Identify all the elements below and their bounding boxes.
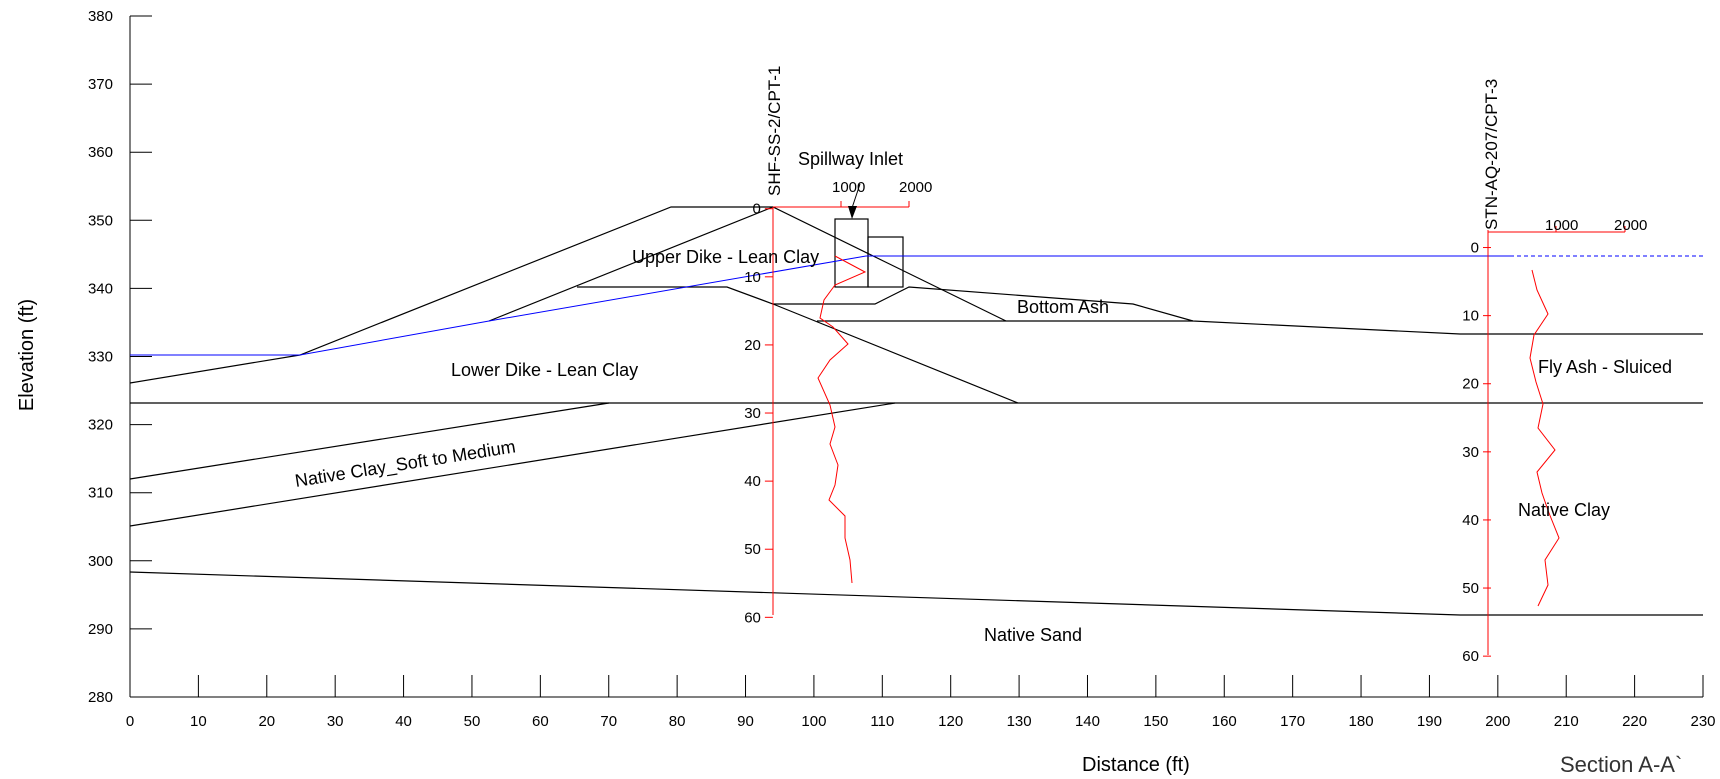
x-tick-label: 60 bbox=[532, 713, 549, 730]
y-tick-label: 330 bbox=[88, 349, 113, 366]
cpt1-depth-label: 10 bbox=[744, 269, 761, 286]
x-tick-labels: 0 10 20 30 40 50 60 70 80 90 100 110 120 130 140 150 160… bbox=[126, 713, 1716, 730]
cpt3-depth-label: 50 bbox=[1462, 580, 1479, 597]
cpt1-resistance-trace bbox=[817, 255, 867, 584]
water-table bbox=[130, 255, 1703, 356]
y-tick-label: 280 bbox=[88, 689, 113, 706]
x-tick-label: 120 bbox=[938, 713, 963, 730]
y-tick-label: 290 bbox=[88, 621, 113, 638]
x-tick-label: 210 bbox=[1554, 713, 1579, 730]
y-tick-label: 350 bbox=[88, 212, 113, 229]
cpt1-top-label-1000: 1000 bbox=[832, 179, 865, 196]
label-spillway-inlet: Spillway Inlet bbox=[798, 149, 903, 169]
x-tick-label: 90 bbox=[737, 713, 754, 730]
spillway-arrow-line bbox=[851, 183, 861, 209]
x-tick-label: 30 bbox=[327, 713, 344, 730]
cpt1-log bbox=[764, 201, 910, 618]
cpt3-depth-label: 40 bbox=[1462, 512, 1479, 529]
soft-clay-base bbox=[129, 402, 896, 527]
x-tick-label: 160 bbox=[1212, 713, 1237, 730]
cpt3-depth-label: 60 bbox=[1462, 648, 1479, 665]
label-fly-ash: Fly Ash - Sluiced bbox=[1538, 357, 1672, 377]
y-tick-label: 310 bbox=[88, 485, 113, 502]
cpt1-depth-labels: 0 10 20 30 40 50 60 bbox=[744, 201, 761, 627]
x-tick-label: 180 bbox=[1349, 713, 1374, 730]
x-tick-label: 40 bbox=[395, 713, 412, 730]
cpt1-depth-label: 30 bbox=[744, 405, 761, 422]
x-tick-label: 50 bbox=[464, 713, 481, 730]
x-tick-label: 190 bbox=[1417, 713, 1442, 730]
cpt3-depth-label: 20 bbox=[1462, 376, 1479, 393]
native-sand-top bbox=[129, 571, 1703, 616]
label-native-clay: Native Clay bbox=[1518, 500, 1610, 520]
label-upper-dike: Upper Dike - Lean Clay bbox=[632, 247, 819, 267]
cpt3-resistance-trace bbox=[1529, 269, 1560, 607]
lower-dike-surface bbox=[577, 286, 1019, 404]
cpt3-log bbox=[1482, 226, 1626, 657]
y-tick-label: 360 bbox=[88, 144, 113, 161]
cpt3-depth-label: 0 bbox=[1471, 240, 1479, 257]
cpt1-depth-label: 40 bbox=[744, 473, 761, 490]
x-tick-label: 150 bbox=[1143, 713, 1168, 730]
cpt3-depth-ticks bbox=[1482, 247, 1491, 657]
cpt1-depth-label: 0 bbox=[753, 201, 761, 218]
spillway-inlet-block-2 bbox=[867, 236, 904, 288]
cpt1-depth-label: 50 bbox=[744, 541, 761, 558]
label-native-clay-soft: Native Clay_Soft to Medium bbox=[293, 436, 517, 492]
dike-outer-surface bbox=[129, 206, 1007, 384]
x-tick-label: 130 bbox=[1007, 713, 1032, 730]
x-tick-label: 0 bbox=[126, 713, 134, 730]
x-tick-label: 100 bbox=[801, 713, 826, 730]
x-tick-label: 70 bbox=[600, 713, 617, 730]
x-tick-label: 230 bbox=[1690, 713, 1715, 730]
label-lower-dike: Lower Dike - Lean Clay bbox=[451, 360, 638, 380]
cpt1-depth-label: 20 bbox=[744, 337, 761, 354]
cpt1-top-label-2000: 2000 bbox=[899, 179, 932, 196]
soil-boundaries bbox=[129, 206, 1703, 616]
label-bottom-ash: Bottom Ash bbox=[1017, 297, 1109, 317]
x-tick-label: 10 bbox=[190, 713, 207, 730]
y-tick-labels: 280 290 300 310 320 330 340 350 360 370 380 bbox=[88, 8, 113, 706]
x-tick-label: 170 bbox=[1280, 713, 1305, 730]
axes bbox=[129, 15, 1704, 698]
soft-clay-top bbox=[129, 402, 610, 480]
x-tick-label: 20 bbox=[258, 713, 275, 730]
y-axis-title: Elevation (ft) bbox=[16, 299, 38, 411]
x-tick-label: 110 bbox=[870, 713, 894, 730]
section-title: Section A-A` bbox=[1560, 752, 1682, 777]
cpt3-depth-label: 10 bbox=[1462, 308, 1479, 325]
x-axis-ticks bbox=[129, 675, 1704, 697]
label-native-sand: Native Sand bbox=[984, 625, 1082, 645]
y-tick-label: 300 bbox=[88, 553, 113, 570]
cpt3-top-label-1000: 1000 bbox=[1545, 217, 1578, 234]
cpt3-depth-label: 30 bbox=[1462, 444, 1479, 461]
y-tick-label: 340 bbox=[88, 280, 113, 297]
spillway-base bbox=[773, 286, 1703, 335]
cpt3-top-label-2000: 2000 bbox=[1614, 217, 1647, 234]
x-axis-title: Distance (ft) bbox=[1082, 754, 1190, 776]
spillway-inlet-block-1 bbox=[834, 218, 869, 288]
x-tick-label: 140 bbox=[1075, 713, 1100, 730]
phreatic-surface bbox=[130, 255, 1510, 356]
cpt3-depth-labels: 0 10 20 30 40 50 60 bbox=[1462, 240, 1479, 666]
y-tick-label: 370 bbox=[88, 76, 113, 93]
spillway-arrow bbox=[848, 183, 861, 219]
cpt1-depth-ticks bbox=[764, 208, 773, 618]
x-tick-label: 200 bbox=[1485, 713, 1510, 730]
cpt1-title: SHF-SS-2/CPT-1 bbox=[765, 66, 784, 196]
upper-lower-dike-contact bbox=[488, 206, 774, 322]
y-tick-label: 320 bbox=[88, 417, 113, 434]
y-axis-ticks bbox=[130, 15, 152, 698]
cpt3-title: STN-AQ-207/CPT-3 bbox=[1482, 79, 1501, 230]
spillway-arrow-head bbox=[848, 206, 857, 219]
x-tick-label: 220 bbox=[1622, 713, 1647, 730]
cpt1-depth-label: 60 bbox=[744, 609, 761, 626]
y-tick-label: 380 bbox=[88, 8, 113, 25]
x-tick-label: 80 bbox=[669, 713, 686, 730]
